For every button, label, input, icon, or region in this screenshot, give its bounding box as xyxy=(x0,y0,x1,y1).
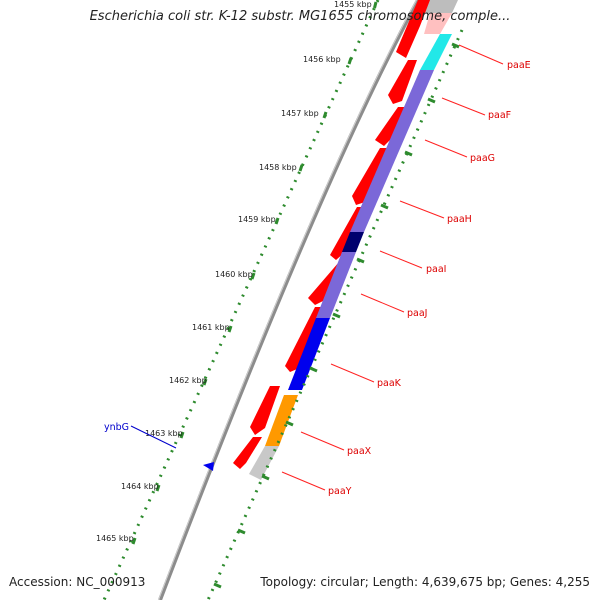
kbp-labels: 1455 kbp 1456 kbp 1457 kbp 1458 kbp 1459… xyxy=(96,0,372,543)
major-tick-1458 xyxy=(298,164,304,172)
gene-block-paaF-paaH[interactable] xyxy=(350,70,434,232)
major-tick-1457 xyxy=(322,111,328,119)
major-tick-1460 xyxy=(250,272,256,280)
leader-line-paaH xyxy=(399,200,445,219)
gene-label-paaF[interactable]: paaF xyxy=(488,110,511,121)
leader-line-paaY xyxy=(281,471,326,491)
leader-line-ynbG xyxy=(130,425,177,449)
leader-line-paaJ xyxy=(360,293,405,313)
gene-label-paaG[interactable]: paaG xyxy=(470,153,495,164)
major-tick-1464 xyxy=(155,484,161,492)
leader-line-paaX xyxy=(300,431,345,451)
gene-label-paaI[interactable]: paaI xyxy=(426,264,446,275)
inner-major-tick xyxy=(356,257,365,264)
inner-major-tick xyxy=(285,420,294,427)
forward-gene-arrow[interactable] xyxy=(352,148,389,205)
kbp-label: 1455 kbp xyxy=(334,0,372,9)
outer-tick-ring xyxy=(102,0,380,600)
inner-major-tick xyxy=(451,42,460,49)
map-title: Escherichia coli str. K-12 substr. MG165… xyxy=(89,9,511,24)
gene-block-paaY[interactable] xyxy=(249,446,279,480)
backbone-arc xyxy=(158,0,420,600)
gene-label-paaH[interactable]: paaH xyxy=(447,214,472,225)
kbp-label: 1458 kbp xyxy=(259,163,297,172)
kbp-label: 1457 kbp xyxy=(281,109,319,118)
leader-line-paaK xyxy=(330,363,375,383)
kbp-label: 1459 kbp xyxy=(238,215,276,224)
gene-label-paaY[interactable]: paaY xyxy=(328,486,352,497)
inner-major-tick xyxy=(309,366,318,373)
forward-gene-arrow[interactable] xyxy=(250,386,280,435)
backbone-arc-highlight xyxy=(158,0,417,600)
inner-major-tick xyxy=(332,312,341,319)
inner-major-tick xyxy=(380,203,389,210)
inner-major-tick xyxy=(237,528,246,535)
major-tick-1455 xyxy=(373,1,378,9)
leader-line-paaG xyxy=(424,139,468,158)
kbp-label: 1464 kbp xyxy=(121,482,159,491)
gene-label-paaJ[interactable]: paaJ xyxy=(407,308,427,319)
forward-gene-arrow[interactable] xyxy=(388,60,417,104)
inner-major-tick xyxy=(427,97,436,104)
forward-gene-arrow[interactable] xyxy=(375,107,407,146)
major-tick-1465 xyxy=(131,537,137,545)
major-tick-1463 xyxy=(179,431,185,439)
kbp-label: 1460 kbp xyxy=(215,270,253,279)
major-tick-1462 xyxy=(202,378,208,386)
kbp-label: 1462 kbp xyxy=(169,376,207,385)
major-tick-1456 xyxy=(347,57,353,65)
gene-label-paaX[interactable]: paaX xyxy=(347,446,372,457)
inner-major-tick xyxy=(213,582,222,589)
forward-gene-arrow[interactable] xyxy=(396,0,430,58)
gene-block-paaX[interactable] xyxy=(265,395,298,446)
kbp-label: 1461 kbp xyxy=(192,323,230,332)
ynbG-marker[interactable] xyxy=(203,462,214,471)
inner-major-tick xyxy=(261,474,270,481)
forward-gene-arrow[interactable] xyxy=(233,437,262,469)
kbp-label: 1465 kbp xyxy=(96,534,134,543)
inner-major-tick xyxy=(404,150,413,157)
gene-label-paaE[interactable]: paaE xyxy=(507,60,531,71)
upstream-gene-segment[interactable] xyxy=(420,0,458,13)
gene-block-paaI[interactable] xyxy=(342,232,364,252)
gene-block-paaI-paaJ[interactable] xyxy=(316,252,356,318)
leader-line-paaI xyxy=(379,250,423,269)
topology-summary-text: Topology: circular; Length: 4,639,675 bp… xyxy=(260,575,590,589)
inner-tick-ring xyxy=(206,29,464,600)
gene-label-ynbG[interactable]: ynbG xyxy=(104,422,129,433)
kbp-label: 1463 kbp xyxy=(145,429,183,438)
gene-label-paaK[interactable]: paaK xyxy=(377,378,402,389)
reverse-strand-genes xyxy=(249,13,452,480)
leader-line-paaE xyxy=(458,44,504,65)
major-tick-1461 xyxy=(227,325,233,333)
outer-dotted-track xyxy=(102,0,380,600)
gene-label-leaders xyxy=(130,44,504,491)
forward-strand-genes xyxy=(233,0,430,469)
gene-block-paaE[interactable] xyxy=(420,34,452,70)
major-tick-1459 xyxy=(274,217,280,225)
gene-block-paaK[interactable] xyxy=(288,318,330,390)
kbp-label: 1456 kbp xyxy=(303,55,341,64)
leader-line-paaF xyxy=(441,97,486,116)
accession-text: Accession: NC_000913 xyxy=(9,575,146,589)
gene-block-paaE-pink[interactable] xyxy=(424,13,452,34)
gene-labels: paaE paaF paaG paaH paaI paaJ paaK paaX … xyxy=(104,60,531,497)
